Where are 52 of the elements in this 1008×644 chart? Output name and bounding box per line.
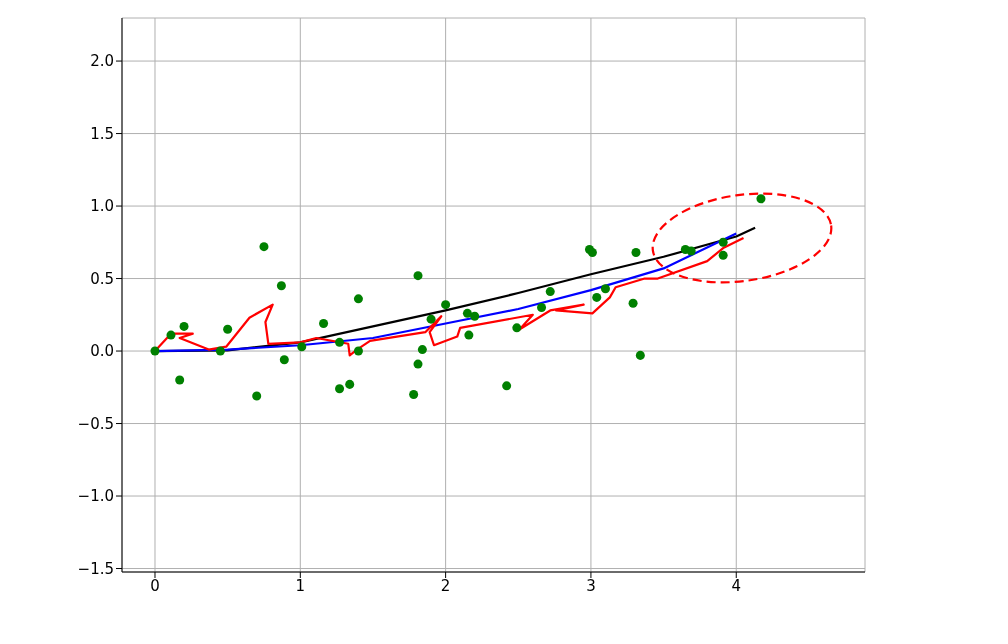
point [628, 298, 638, 308]
point [718, 250, 728, 260]
point [166, 330, 176, 340]
point [545, 287, 555, 297]
y-tick-label: −1.5 [77, 559, 114, 578]
point [297, 342, 307, 352]
y-tick-label: −1.0 [77, 487, 114, 506]
point [319, 318, 329, 328]
point [276, 281, 286, 291]
point [353, 346, 363, 356]
point [413, 271, 423, 281]
point [353, 294, 363, 304]
x-tick-label: 0 [150, 576, 160, 595]
point [462, 308, 472, 318]
point [259, 242, 269, 252]
point [335, 337, 345, 347]
point [686, 246, 696, 256]
point [756, 194, 766, 204]
point [175, 375, 185, 385]
point [417, 345, 427, 355]
point [635, 350, 645, 360]
point [150, 346, 160, 356]
y-tick-label: 1.5 [90, 124, 114, 143]
point [345, 379, 355, 389]
y-tick-label: −0.5 [77, 414, 114, 433]
point [179, 321, 189, 331]
point [413, 359, 423, 369]
point [502, 381, 512, 391]
point [600, 284, 610, 294]
y-tick-label: 0.0 [90, 342, 114, 361]
point [252, 391, 262, 401]
point [512, 323, 522, 333]
point [631, 247, 641, 257]
point [426, 314, 436, 324]
x-tick-label: 4 [731, 576, 742, 595]
y-tick-label: 2.0 [90, 52, 114, 71]
point [592, 292, 602, 302]
x-tick-label: 2 [440, 576, 451, 595]
point [718, 237, 728, 247]
x-tick-label: 3 [586, 576, 596, 595]
y-tick-label: 0.5 [90, 269, 114, 288]
point [215, 346, 225, 356]
point [335, 384, 345, 394]
y-tick-label: 1.0 [90, 197, 114, 216]
point [464, 330, 474, 340]
x-tick-label: 1 [295, 576, 306, 595]
point [470, 311, 480, 321]
point [537, 303, 547, 313]
point [409, 390, 419, 400]
point [279, 355, 289, 365]
point [441, 300, 451, 310]
point [223, 324, 233, 334]
